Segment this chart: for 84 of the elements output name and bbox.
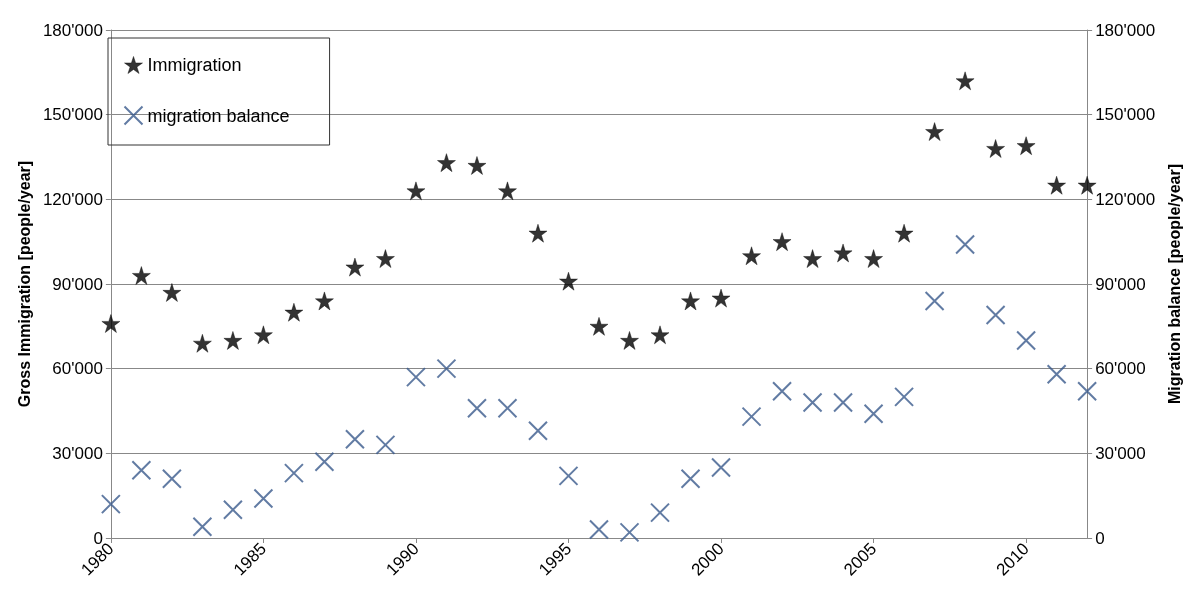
point bbox=[986, 139, 1005, 158]
point bbox=[344, 429, 365, 450]
point bbox=[925, 122, 944, 141]
y-tick-label: 60'000 bbox=[52, 359, 103, 379]
y-tick-label: 0 bbox=[93, 528, 103, 548]
point bbox=[833, 392, 854, 413]
point bbox=[467, 156, 487, 175]
y-tick-label: 30'000 bbox=[52, 443, 103, 463]
point bbox=[283, 463, 304, 484]
point bbox=[100, 494, 121, 515]
point bbox=[132, 266, 151, 285]
point bbox=[772, 232, 792, 251]
point bbox=[559, 271, 578, 291]
point bbox=[223, 331, 243, 350]
point bbox=[772, 381, 793, 402]
point bbox=[803, 249, 822, 268]
point bbox=[405, 367, 426, 388]
point bbox=[528, 223, 548, 243]
y2-axis-title: Migration balance [people/year] bbox=[1165, 163, 1183, 405]
point bbox=[254, 325, 273, 345]
point bbox=[742, 246, 761, 266]
point bbox=[1046, 364, 1067, 385]
point bbox=[650, 325, 670, 345]
point bbox=[620, 331, 639, 350]
point bbox=[681, 291, 700, 311]
point bbox=[1077, 175, 1097, 195]
point bbox=[955, 234, 976, 255]
point bbox=[558, 465, 579, 486]
y-tick-label: 180'000 bbox=[42, 20, 103, 40]
point bbox=[802, 392, 823, 413]
point bbox=[466, 398, 487, 419]
y2-tick-label: 90'000 bbox=[1095, 274, 1146, 294]
y2-tick-label: 120'000 bbox=[1095, 189, 1156, 209]
point bbox=[284, 302, 304, 322]
point bbox=[345, 257, 365, 277]
point bbox=[589, 519, 609, 540]
point bbox=[527, 420, 548, 441]
point bbox=[650, 502, 671, 523]
point bbox=[436, 358, 457, 379]
point bbox=[376, 249, 395, 268]
point bbox=[101, 314, 121, 333]
point bbox=[741, 406, 762, 427]
point bbox=[863, 403, 884, 424]
point bbox=[375, 434, 396, 455]
point bbox=[1077, 381, 1098, 402]
point bbox=[437, 153, 456, 172]
point bbox=[131, 460, 152, 481]
point bbox=[253, 488, 274, 509]
point bbox=[498, 181, 517, 201]
point bbox=[1016, 330, 1037, 351]
point bbox=[161, 468, 182, 489]
legend-label: migration balance bbox=[147, 105, 290, 126]
y-tick-label: 150'000 bbox=[42, 105, 103, 125]
point bbox=[589, 317, 609, 336]
point bbox=[315, 291, 334, 311]
y-tick-label: 120'000 bbox=[42, 189, 103, 209]
point bbox=[924, 290, 945, 311]
point bbox=[406, 181, 426, 201]
point bbox=[193, 334, 212, 353]
point bbox=[1016, 136, 1036, 155]
point bbox=[864, 249, 883, 268]
point bbox=[955, 71, 975, 91]
y2-tick-label: 0 bbox=[1095, 528, 1105, 548]
point bbox=[711, 457, 732, 478]
y-tick-label: 90'000 bbox=[52, 274, 103, 294]
point bbox=[894, 223, 914, 243]
point bbox=[222, 499, 243, 520]
y2-tick-label: 150'000 bbox=[1095, 105, 1156, 125]
point bbox=[1047, 175, 1066, 195]
y2-tick-label: 30'000 bbox=[1095, 443, 1146, 463]
point bbox=[833, 243, 853, 263]
point bbox=[314, 451, 335, 472]
y2-tick-label: 60'000 bbox=[1095, 359, 1146, 379]
point bbox=[985, 305, 1006, 326]
point bbox=[680, 468, 701, 489]
point bbox=[619, 522, 640, 543]
y-axis-title: Gross Immigration [people/year] bbox=[15, 160, 33, 408]
point bbox=[894, 386, 915, 407]
point bbox=[497, 398, 518, 419]
point bbox=[192, 516, 213, 537]
point bbox=[711, 288, 731, 308]
legend-label: Immigration bbox=[147, 55, 242, 75]
point bbox=[162, 283, 182, 302]
y2-tick-label: 180'000 bbox=[1095, 20, 1156, 40]
